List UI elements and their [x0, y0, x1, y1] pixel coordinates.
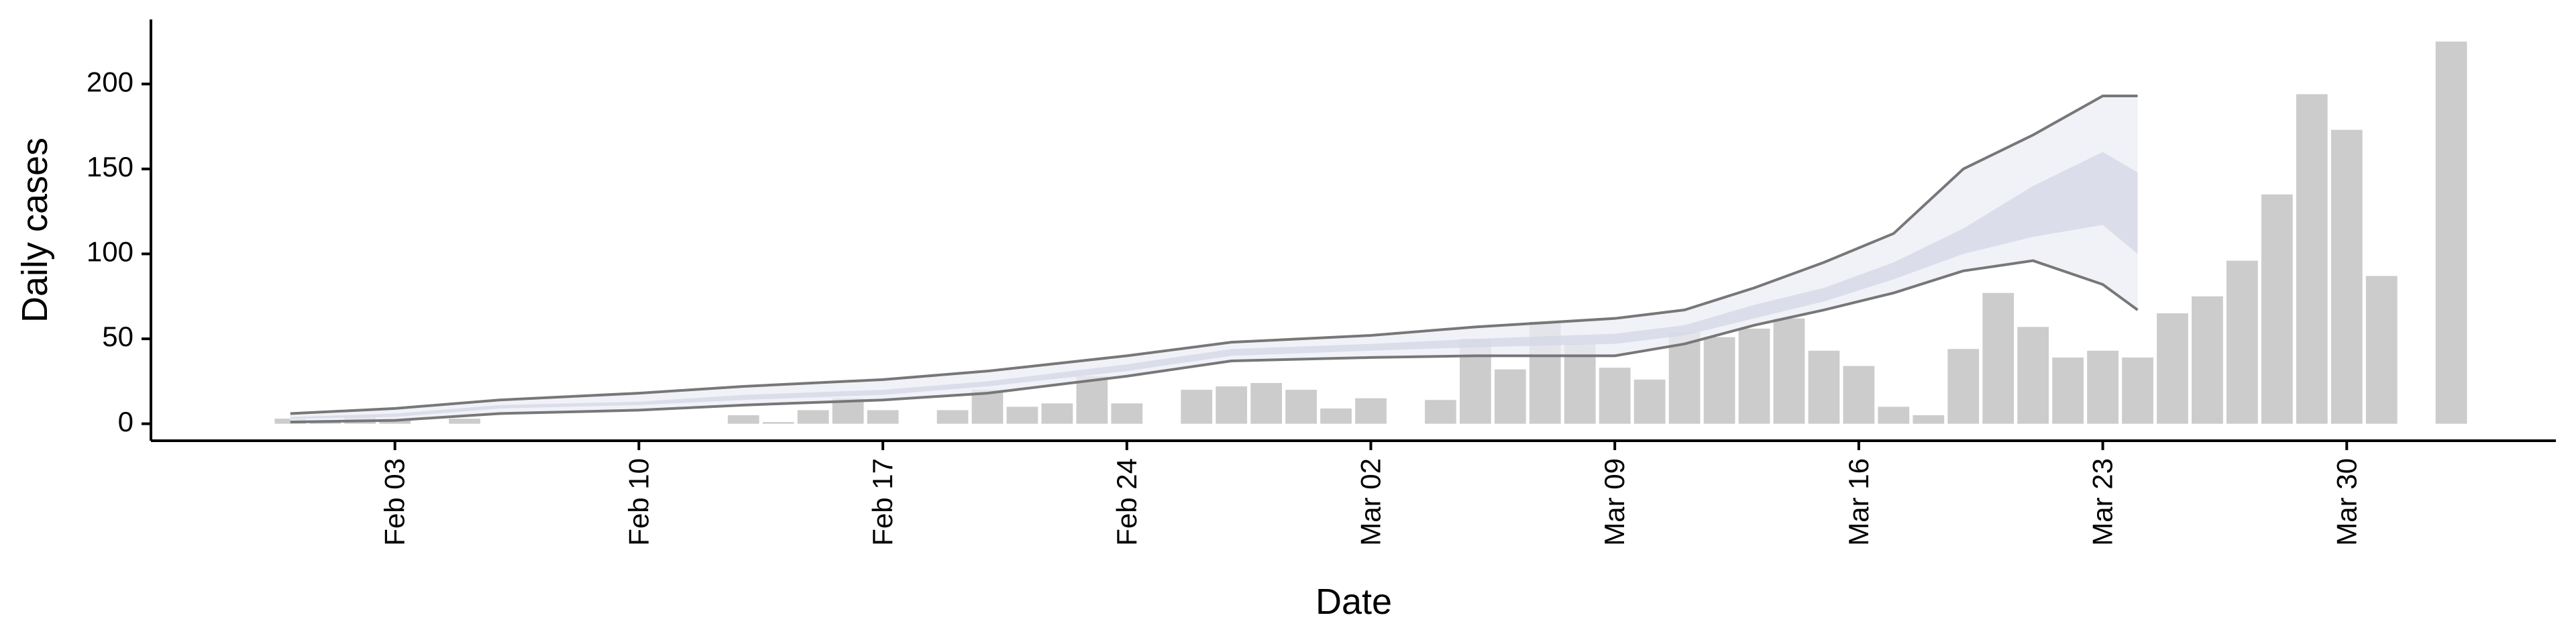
bar: [867, 410, 899, 424]
bar: [1425, 400, 1456, 424]
bar: [1982, 292, 2015, 424]
bar: [1111, 403, 1143, 424]
bar: [797, 410, 829, 424]
bar: [936, 410, 969, 424]
x-tick-label: Feb 10: [623, 458, 654, 546]
x-tick-label: Mar 09: [1599, 458, 1630, 546]
x-axis-title: Date: [1316, 582, 1392, 622]
bar: [1355, 398, 1387, 424]
x-tick-label: Feb 17: [867, 458, 898, 546]
bar: [2192, 296, 2223, 424]
x-tick-label: Mar 02: [1354, 458, 1386, 546]
bar: [1633, 379, 1666, 424]
y-tick-label: 100: [87, 236, 133, 268]
bar: [1947, 349, 1980, 424]
bar: [1913, 415, 1945, 424]
bar: [2087, 350, 2118, 424]
y-tick-label: 150: [87, 151, 133, 182]
credible-band: [290, 95, 2138, 423]
bar: [1076, 376, 1108, 424]
bar: [2122, 357, 2153, 424]
bar: [2157, 313, 2188, 424]
bar: [2296, 94, 2328, 424]
bar: [1006, 407, 1038, 424]
bar: [1041, 403, 1073, 424]
y-tick-label: 200: [87, 66, 133, 97]
band-edge: [290, 259, 2139, 424]
bar: [971, 390, 1004, 424]
bar: [2261, 194, 2293, 424]
bar: [1494, 369, 1526, 424]
bar: [1216, 386, 1248, 424]
bar: [2435, 41, 2467, 424]
x-tick-label: Mar 30: [2330, 458, 2362, 546]
bar: [2365, 276, 2398, 424]
bar: [1808, 350, 1840, 424]
bar: [1285, 390, 1317, 424]
x-tick-label: Mar 16: [1843, 458, 1874, 546]
y-tick-label: 50: [102, 321, 133, 352]
bar: [2226, 260, 2258, 424]
x-tick-label: Feb 24: [1111, 458, 1142, 546]
bar: [2052, 357, 2084, 424]
bar: [1878, 407, 1910, 424]
y-tick-label: 0: [118, 406, 133, 437]
bar: [762, 422, 794, 424]
bar: [449, 419, 480, 424]
bar: [1564, 343, 1596, 424]
bar: [1599, 368, 1631, 424]
x-tick-label: Feb 03: [379, 458, 411, 546]
bar: [1320, 408, 1352, 424]
bar: [2330, 129, 2363, 424]
bar: [2017, 327, 2049, 424]
bar: [1181, 390, 1213, 424]
bar: [1843, 366, 1875, 424]
bar: [1668, 331, 1701, 424]
bar: [1703, 337, 1735, 424]
bar: [379, 420, 411, 424]
bar: [1773, 318, 1805, 424]
y-axis-title: Daily cases: [15, 138, 55, 323]
bar: [1738, 328, 1770, 424]
x-tick-label: Mar 23: [2087, 458, 2118, 546]
band-edge: [290, 94, 2138, 415]
bar: [1250, 382, 1282, 424]
bar: [727, 415, 759, 424]
